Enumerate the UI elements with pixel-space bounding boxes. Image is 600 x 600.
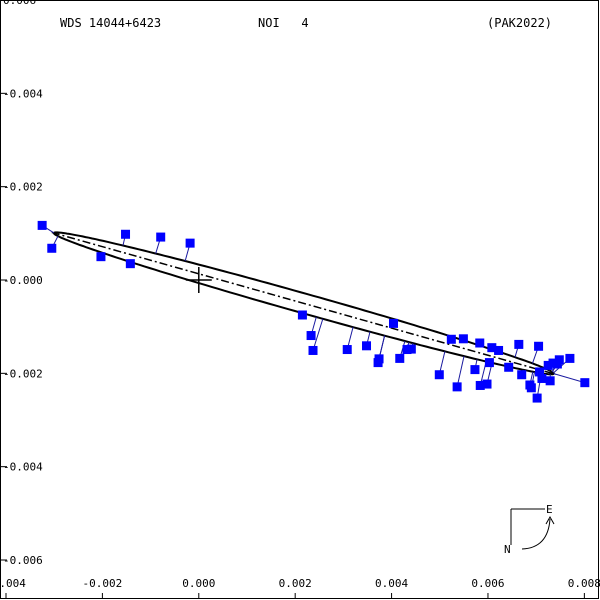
x-tick-label: 0.004 xyxy=(375,577,408,590)
observation-point xyxy=(37,220,47,230)
system-label: NOI 4 xyxy=(258,16,309,30)
observation-point xyxy=(446,334,456,344)
compass-north-label: N xyxy=(504,543,511,556)
compass-indicator: EN xyxy=(504,503,555,556)
observation-point xyxy=(554,355,564,365)
observation-point xyxy=(121,229,131,239)
tick-marks xyxy=(1,0,585,599)
compass-east-label: E xyxy=(546,503,553,516)
observation-point xyxy=(482,379,492,389)
observation-point xyxy=(452,382,462,392)
observation-point xyxy=(475,380,485,390)
y-tick-label: -0.006 xyxy=(3,554,43,567)
observation-point xyxy=(395,353,405,363)
x-tick-label: -0.002 xyxy=(83,577,123,590)
observation-point xyxy=(362,341,372,351)
observation-point xyxy=(580,378,590,388)
residual-line xyxy=(312,318,324,351)
residual-line xyxy=(553,373,585,384)
x-tick-label: -0.004 xyxy=(0,577,26,590)
line-of-nodes xyxy=(51,231,556,375)
observation-point xyxy=(494,345,504,355)
observation-point xyxy=(537,373,547,383)
y-tick-label: -0.004 xyxy=(3,461,43,474)
observation-point xyxy=(535,367,545,377)
residual-line xyxy=(456,356,465,387)
y-tick-label: -0.002 xyxy=(3,181,43,194)
observation-point xyxy=(484,358,494,368)
observation-point xyxy=(185,238,195,248)
observation-point xyxy=(47,243,57,253)
observation-point xyxy=(532,393,542,403)
compass-arrowhead xyxy=(545,515,555,525)
observation-point xyxy=(434,370,444,380)
x-tick-label: 0.006 xyxy=(471,577,504,590)
y-tick-label: 0.006 xyxy=(3,0,36,7)
observation-point xyxy=(526,383,536,393)
y-tick-label: -0.004 xyxy=(3,87,43,100)
observation-point xyxy=(308,345,318,355)
observation-point xyxy=(373,358,383,368)
x-tick-label: 0.002 xyxy=(279,577,312,590)
observation-point xyxy=(297,310,307,320)
observation-point xyxy=(514,339,524,349)
observation-point xyxy=(96,252,106,262)
observation-point xyxy=(504,362,514,372)
residual-lines xyxy=(41,224,585,399)
observation-points xyxy=(37,220,590,403)
observation-point xyxy=(534,341,544,351)
observation-point xyxy=(342,345,352,355)
star-designation: WDS 14044+6423 xyxy=(60,16,162,30)
observation-point xyxy=(545,376,555,386)
reference-code: (PAK2022) xyxy=(487,16,553,30)
x-tick-label: 0.008 xyxy=(568,577,600,590)
observation-point xyxy=(517,370,527,380)
x-tick-label: 0.000 xyxy=(182,577,215,590)
observation-point xyxy=(156,232,166,242)
observation-point xyxy=(406,344,416,354)
observation-point xyxy=(475,338,485,348)
observation-point xyxy=(543,360,553,370)
observation-point xyxy=(565,353,575,363)
observation-point xyxy=(487,343,497,353)
y-tick-label: -0.002 xyxy=(3,367,43,380)
observation-point xyxy=(306,331,316,341)
observation-point xyxy=(458,334,468,344)
observation-point xyxy=(389,318,399,328)
y-tick-label: -0.000 xyxy=(3,274,43,287)
observation-point xyxy=(125,259,135,269)
observation-point xyxy=(470,365,480,375)
compass-arc xyxy=(521,518,551,550)
